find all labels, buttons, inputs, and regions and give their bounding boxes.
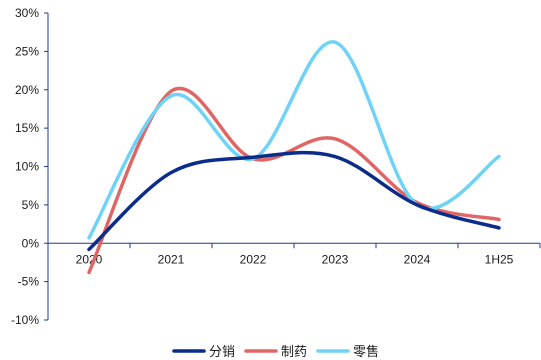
x-axis: 2020 2021 2022 2023 2024 1H25: [47, 242, 541, 266]
series-lines: [87, 40, 501, 275]
y-tick-label: 0%: [22, 236, 40, 250]
legend: 分销 制药 零售: [172, 344, 379, 359]
x-tick-label: 2020: [76, 252, 103, 266]
x-tick-label: 2022: [240, 252, 267, 266]
x-tick-label: 1H25: [485, 252, 514, 266]
y-tick-label: 5%: [22, 198, 40, 212]
x-tick-label: 2021: [158, 252, 185, 266]
series-line-2: [87, 40, 501, 240]
y-tick-label: -5%: [18, 275, 40, 289]
legend-label-2: 零售: [353, 344, 379, 359]
y-tick-label: 20%: [15, 83, 39, 97]
x-tick-label: 2023: [322, 252, 349, 266]
x-tick-label: 2024: [404, 252, 431, 266]
y-tick-label: 25%: [15, 44, 39, 58]
y-tick-label: 30%: [15, 6, 39, 20]
y-axis: 30% 25% 20% 15% 10% 5% 0% -5% -10%: [11, 6, 49, 327]
y-tick-label: 10%: [15, 160, 39, 174]
y-tick-label: 15%: [15, 121, 39, 135]
legend-label-1: 制药: [281, 344, 307, 359]
series-line-1: [87, 86, 501, 275]
series-line-0: [87, 150, 501, 252]
legend-label-0: 分销: [209, 344, 235, 359]
y-tick-label: -10%: [11, 313, 39, 327]
